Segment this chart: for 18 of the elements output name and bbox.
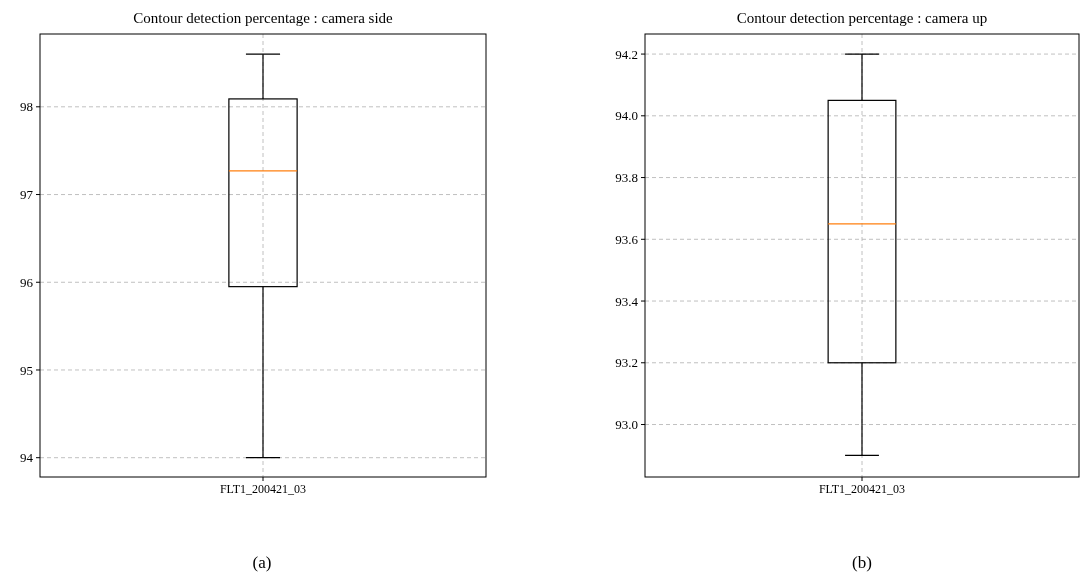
- text: (a): [252, 553, 272, 572]
- y-tick-label: 93.6: [615, 231, 639, 247]
- y-tick-label: 95: [20, 362, 33, 378]
- y-tick-label: 94: [20, 450, 34, 466]
- y-tick-label: 93.2: [615, 355, 638, 371]
- y-tick-label: 93.0: [615, 417, 638, 433]
- x-tick-label: FLT1_200421_03: [818, 482, 906, 496]
- chart-title: Contour detection percentage : camera up: [736, 10, 988, 26]
- x-tick-label: FLT1_200421_03: [219, 482, 307, 496]
- y-tick-label: 98: [20, 99, 33, 115]
- y-tick-label: 93.8: [615, 170, 638, 186]
- y-tick-label: 96: [20, 274, 34, 290]
- chart-title: Contour detection percentage : camera side: [133, 10, 394, 26]
- text: (b): [852, 553, 872, 572]
- y-tick-label: 97: [20, 187, 34, 203]
- y-tick-label: 94.2: [615, 46, 638, 62]
- y-tick-label: 93.4: [615, 293, 639, 309]
- y-tick-label: 94.0: [615, 108, 638, 124]
